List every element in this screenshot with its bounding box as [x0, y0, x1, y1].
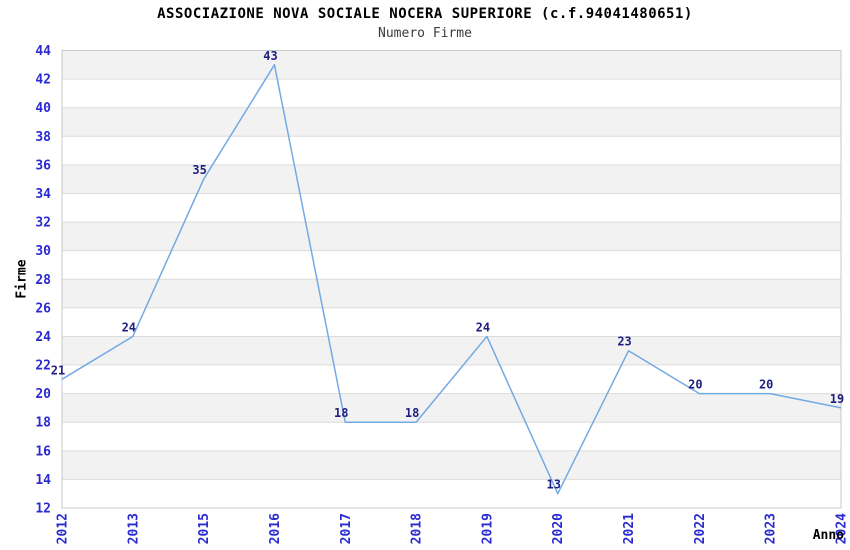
x-tick-label: 2021	[622, 513, 637, 544]
data-point-label: 18	[405, 406, 419, 420]
data-point-label: 35	[192, 163, 206, 177]
x-tick-label: 2017	[339, 513, 354, 544]
x-tick-label: 2024	[835, 513, 850, 544]
plot-band	[62, 450, 841, 480]
y-tick-label: 32	[35, 216, 51, 231]
plot-band	[62, 336, 841, 366]
x-tick-label: 2023	[764, 513, 779, 544]
x-tick-label: 2012	[56, 513, 71, 544]
y-tick-label: 22	[35, 359, 51, 374]
plot-band	[62, 107, 841, 137]
chart-title: ASSOCIAZIONE NOVA SOCIALE NOCERA SUPERIO…	[157, 6, 693, 22]
data-point-label: 23	[617, 335, 631, 349]
data-point-label: 18	[334, 406, 348, 420]
plot-band	[62, 164, 841, 194]
y-tick-label: 28	[35, 273, 51, 288]
y-axis-title: Firme	[14, 259, 30, 299]
plot-band	[62, 222, 841, 251]
data-point-label: 19	[830, 392, 844, 406]
y-tick-label: 42	[35, 73, 51, 88]
data-point-label: 20	[759, 378, 773, 392]
y-tick-label: 44	[35, 44, 51, 59]
y-tick-label: 34	[35, 187, 51, 202]
data-point-label: 24	[122, 320, 136, 334]
y-tick-label: 30	[35, 244, 51, 259]
y-tick-label: 12	[35, 502, 51, 517]
x-axis-title: Anno	[812, 528, 844, 543]
x-tick-label: 2013	[126, 513, 141, 544]
data-point-label: 43	[263, 49, 277, 63]
y-tick-label: 26	[35, 301, 51, 316]
y-tick-label: 18	[35, 416, 51, 431]
y-tick-label: 20	[35, 387, 51, 402]
plot-band	[62, 393, 841, 423]
data-point-label: 21	[51, 363, 65, 377]
x-tick-label: 2020	[551, 513, 566, 544]
plot-band	[62, 50, 841, 80]
y-tick-label: 36	[35, 158, 51, 173]
plot-frame	[61, 50, 842, 509]
x-tick-label: 2022	[693, 513, 708, 544]
series-line	[61, 64, 842, 495]
y-tick-label: 24	[35, 330, 51, 345]
data-point-label: 24	[476, 320, 490, 334]
y-tick-label: 14	[35, 473, 51, 488]
x-tick-label: 2018	[410, 513, 425, 544]
chart-subtitle: Numero Firme	[378, 26, 472, 41]
x-tick-label: 2015	[197, 513, 212, 544]
x-tick-label: 2019	[480, 513, 495, 544]
data-point-label: 13	[547, 478, 561, 492]
y-tick-label: 16	[35, 444, 51, 459]
y-tick-label: 40	[35, 101, 51, 116]
data-point-label: 20	[688, 378, 702, 392]
plot-band	[62, 279, 841, 308]
x-tick-label: 2016	[268, 513, 283, 544]
y-tick-label: 38	[35, 130, 51, 145]
